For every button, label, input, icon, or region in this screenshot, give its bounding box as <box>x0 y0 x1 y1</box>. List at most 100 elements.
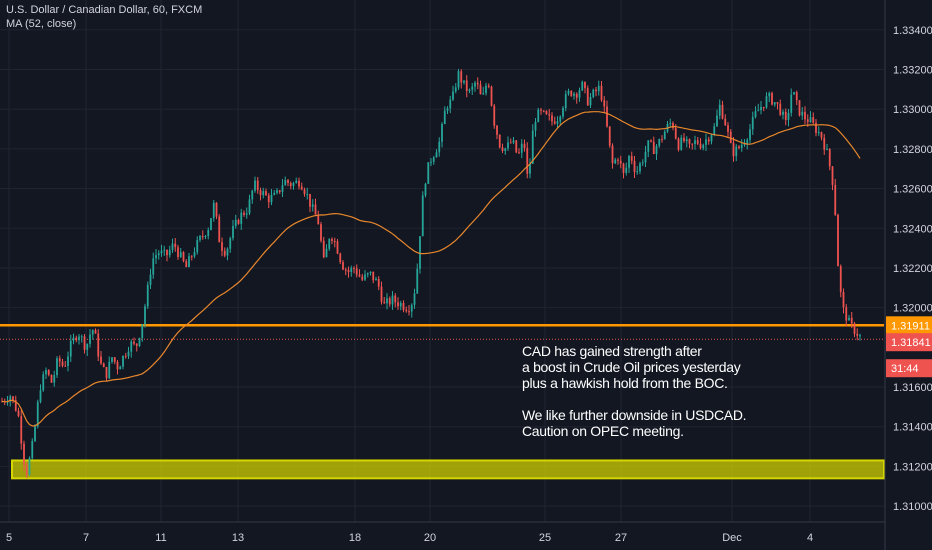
candle-body <box>413 293 416 305</box>
candle-body <box>526 147 529 174</box>
candle-body <box>47 370 50 375</box>
candle-body <box>201 236 204 238</box>
candle-body <box>823 137 826 150</box>
candle-body <box>262 191 265 196</box>
last-price-label: 1.31841 <box>886 333 932 352</box>
x-tick-label: 7 <box>83 532 89 544</box>
candle-body <box>661 139 663 141</box>
candle-body <box>729 131 732 143</box>
candle-body <box>765 96 768 108</box>
candle-body <box>702 144 705 149</box>
candle-body <box>768 93 771 97</box>
candle-body <box>39 390 42 402</box>
candle-body <box>806 119 809 123</box>
candle-body <box>688 139 691 144</box>
candle-body <box>284 179 287 186</box>
candle-body <box>815 122 817 133</box>
candle-body <box>138 337 141 346</box>
candle-body <box>592 89 595 98</box>
y-tick-label: 1.31600 <box>893 382 932 394</box>
candle-body <box>485 85 487 94</box>
candle-body <box>606 106 608 127</box>
x-tick-label: Dec <box>722 532 742 544</box>
candle-body <box>86 343 89 350</box>
candle-body <box>787 112 790 120</box>
moving-average <box>1 111 861 427</box>
candle-body <box>94 330 97 334</box>
candle-body <box>512 140 515 143</box>
candle-body <box>369 271 372 274</box>
candle-body <box>471 86 474 90</box>
candle-body <box>171 243 174 250</box>
candle-body <box>31 441 34 459</box>
candle-body <box>639 163 641 172</box>
candle-body <box>597 85 600 92</box>
candle-body <box>839 266 842 293</box>
candle-body <box>353 267 355 269</box>
candle-body <box>23 443 25 465</box>
x-tick-label: 25 <box>539 532 551 544</box>
candle-body <box>798 100 801 116</box>
candle-body <box>265 191 267 196</box>
chart-grid <box>0 0 884 522</box>
candle-body <box>166 249 168 256</box>
candle-body <box>507 142 509 149</box>
candle-body <box>105 367 108 379</box>
candle-body <box>34 426 36 442</box>
candle-body <box>14 399 17 411</box>
candle-body <box>298 180 300 187</box>
candle-body <box>790 94 793 113</box>
candle-body <box>339 253 342 263</box>
candle-body <box>617 159 619 161</box>
candle-body <box>694 140 696 144</box>
candle-body <box>361 276 364 280</box>
candle-body <box>232 226 234 239</box>
candle-body <box>515 140 518 153</box>
candle-body <box>650 140 652 142</box>
y-tick-label: 1.32800 <box>893 144 932 156</box>
candle-body <box>155 255 157 259</box>
candle-body <box>548 114 551 116</box>
candle-body <box>386 298 388 304</box>
candle-body <box>721 104 724 119</box>
candle-body <box>537 109 540 123</box>
candle-body <box>633 160 636 173</box>
resistance-price-label-bg <box>886 316 932 335</box>
candle-body <box>754 111 757 117</box>
candle-body <box>314 204 317 215</box>
candle-body <box>254 180 256 191</box>
candle-body <box>724 118 727 126</box>
candle-body <box>509 142 512 144</box>
candle-body <box>551 115 553 122</box>
candle-body <box>67 356 69 366</box>
candle-body <box>355 268 358 275</box>
candle-body <box>859 335 861 337</box>
candle-body <box>600 85 603 101</box>
candle-body <box>116 361 119 370</box>
candle-body <box>603 100 606 107</box>
candle-body <box>149 274 152 285</box>
candle-body <box>476 82 479 85</box>
candle-body <box>408 311 410 313</box>
candle-body <box>218 216 221 243</box>
candle-body <box>328 238 331 249</box>
candle-body <box>584 81 586 89</box>
candle-body <box>287 179 289 184</box>
candle-body <box>364 274 366 280</box>
candle-body <box>45 370 47 375</box>
candle-body <box>465 80 468 92</box>
candle-body <box>56 358 58 376</box>
candle-body <box>457 71 460 88</box>
candle-body <box>845 307 848 321</box>
chart-title: U.S. Dollar / Canadian Dollar, 60, FXCM <box>6 4 203 16</box>
candle-body <box>331 238 333 242</box>
candle-body <box>342 262 344 270</box>
x-tick-label: 4 <box>807 532 813 544</box>
candle-body <box>322 240 325 258</box>
candle-body <box>696 140 699 144</box>
candle-body <box>570 90 573 96</box>
y-tick-label: 1.32000 <box>893 303 932 315</box>
candle-body <box>152 258 155 275</box>
candle-body <box>424 183 427 196</box>
